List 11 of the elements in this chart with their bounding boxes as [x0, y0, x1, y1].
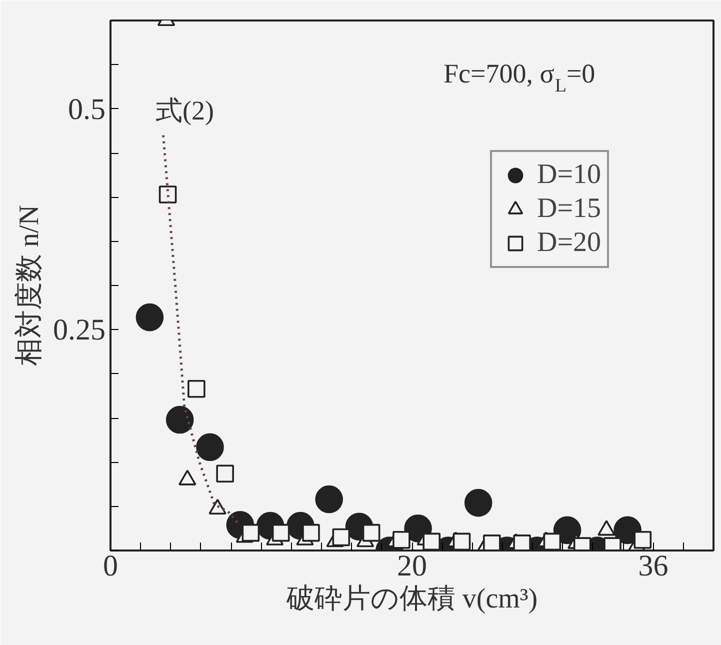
x-tick-label: 36: [638, 550, 668, 582]
legend-label: D=10: [537, 159, 602, 191]
y-tick-label: 0.25: [53, 314, 106, 347]
y-axis-title: 相対度数 n/N: [14, 205, 45, 366]
legend-label: D=15: [537, 193, 602, 225]
y-tick-label: 0.5: [68, 92, 106, 126]
x-tick-label: 0: [103, 550, 118, 582]
x-tick-label: 20: [397, 550, 427, 582]
annotation: 式(2): [156, 96, 214, 126]
legend-label: D=20: [537, 227, 602, 259]
x-axis-title: 破砕片の体積 v(cm³): [285, 584, 538, 614]
